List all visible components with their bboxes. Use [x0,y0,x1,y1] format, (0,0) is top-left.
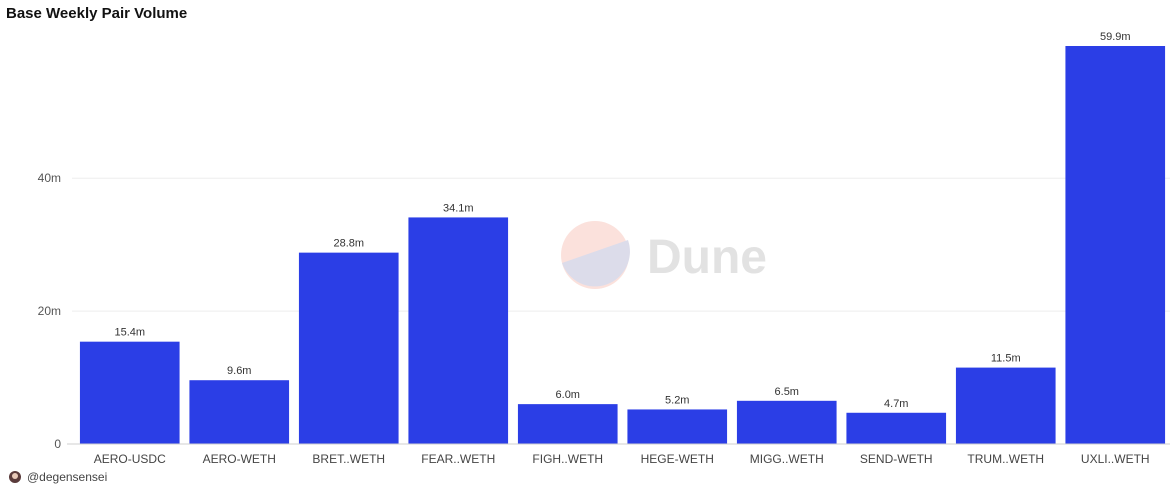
bar[interactable] [189,380,290,444]
x-axis: AERO-USDC AERO-WETH BRET..WETH FEAR..WETH FI… [94,452,1150,466]
x-tick-label: BRET..WETH [312,452,385,466]
data-label: 11.5m [991,353,1021,365]
watermark-text: Dune [647,231,767,284]
bar[interactable] [955,367,1056,444]
x-tick-label: MIGG..WETH [750,452,824,466]
x-tick-label: SEND-WETH [860,452,933,466]
bar[interactable] [517,404,618,444]
data-label: 34.1m [443,202,474,214]
bar[interactable] [79,341,180,444]
footer: @degensensei [9,470,107,484]
data-label: 59.9m [1100,31,1131,43]
x-tick-label: HEGE-WETH [641,452,714,466]
bar[interactable] [736,400,837,444]
data-label: 6.5m [775,386,799,398]
avatar [9,471,21,483]
data-label: 28.8m [333,238,364,250]
x-tick-label: FEAR..WETH [421,452,495,466]
bar[interactable] [846,412,947,444]
bar[interactable] [408,217,509,444]
bar-chart: 0 20m 40m Dune 15.4m 9.6m 28.8m 34.1m 6.0m 5.2m… [38,31,1170,466]
data-label: 5.2m [665,394,689,406]
data-label: 6.0m [556,389,580,401]
bar[interactable] [1065,46,1166,444]
x-tick-label: FIGH..WETH [532,452,603,466]
author-handle[interactable]: @degensensei [27,470,108,484]
y-tick-label: 20m [38,304,61,318]
x-tick-label: TRUM..WETH [967,452,1044,466]
x-tick-label: AERO-WETH [203,452,276,466]
x-tick-label: AERO-USDC [94,452,166,466]
y-tick-label: 0 [54,437,61,451]
x-tick-label: UXLI..WETH [1081,452,1150,466]
data-label: 15.4m [114,327,145,339]
gridlines [72,177,1170,312]
bar[interactable] [627,409,728,444]
bars: 15.4m 9.6m 28.8m 34.1m 6.0m 5.2m 6.5m 4.7m 11.5m… [79,31,1166,444]
dune-watermark: Dune [561,221,767,289]
bar[interactable] [298,252,399,444]
y-axis: 0 20m 40m [38,171,62,451]
data-label: 4.7m [884,398,908,410]
chart-title: Base Weekly Pair Volume [6,5,188,22]
y-tick-label: 40m [38,171,61,185]
data-label: 9.6m [227,365,251,377]
